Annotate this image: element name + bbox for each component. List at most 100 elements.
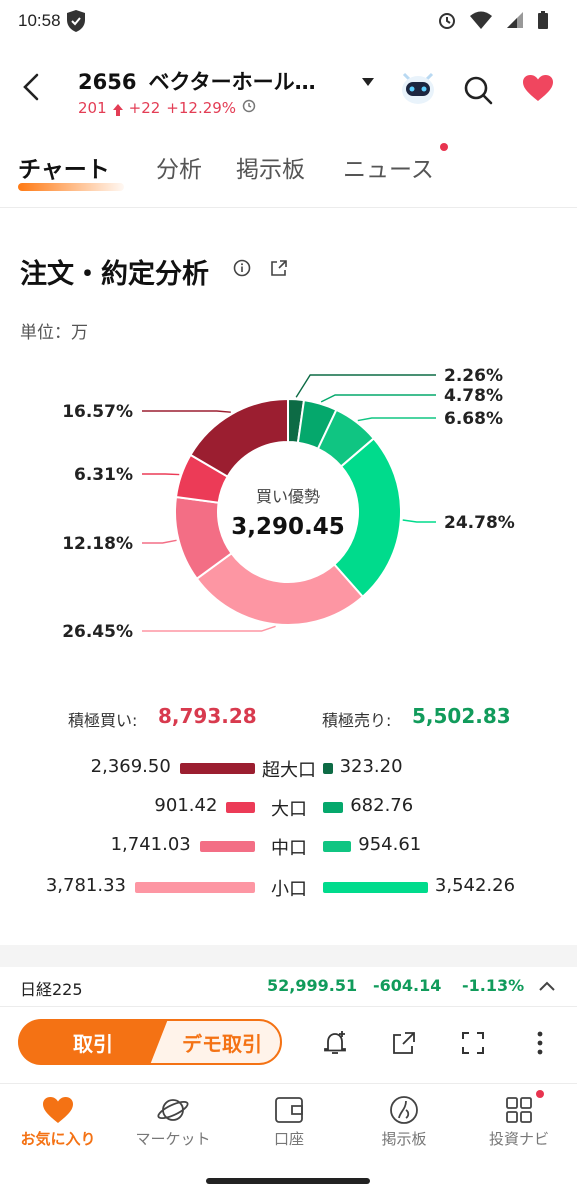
flow-row-medium: 1,741.03 中口 954.61 <box>0 832 577 859</box>
stock-header: 2656 ベクターホール… 201 +22 +12.29% <box>0 56 577 128</box>
flow-row-small: 3,781.33 小口 3,542.26 <box>0 873 577 900</box>
section-divider <box>0 945 577 967</box>
robot-assistant-icon[interactable] <box>398 64 438 112</box>
index-change-pct: -1.13% <box>462 976 525 995</box>
nav-label: 投資ナビ <box>488 1130 549 1148</box>
chevron-left-icon <box>23 73 39 101</box>
nav-market[interactable]: マーケット <box>123 1092 223 1149</box>
nav-account[interactable]: 口座 <box>239 1092 339 1149</box>
buy-amount: 901.42 <box>154 795 218 816</box>
tab-board[interactable]: 掲示板 <box>236 157 305 183</box>
slice-percent-label: 6.31% <box>74 465 133 485</box>
sell-bar <box>323 802 344 813</box>
share-icon[interactable] <box>270 259 288 281</box>
tab-bar: チャート 分析 掲示板 ニュース <box>0 143 577 208</box>
nav-board[interactable]: 掲示板 <box>354 1092 454 1149</box>
info-icon[interactable] <box>233 259 251 281</box>
heart-icon <box>8 1092 108 1128</box>
flow-row-super-large: 2,369.50 超大口 323.20 <box>0 754 577 781</box>
index-value: 52,999.51 <box>267 976 358 995</box>
donut-center-label: 買い優勢 <box>256 487 320 506</box>
active-sell-value: 5,502.83 <box>412 704 511 728</box>
nav-label: 掲示板 <box>381 1130 427 1148</box>
size-category: 大口 <box>271 799 307 820</box>
section-title: 注文・約定分析 <box>20 259 209 290</box>
active-sell-label: 積極売り: <box>322 711 392 730</box>
search-icon[interactable] <box>462 74 494 110</box>
leader-line <box>142 625 276 632</box>
price-change: +22 <box>128 99 161 117</box>
leader-line <box>402 519 436 523</box>
fullscreen-icon[interactable] <box>458 1028 488 1058</box>
alert-bell-add-icon[interactable] <box>320 1028 350 1058</box>
size-category: 中口 <box>271 838 307 859</box>
sell-bar <box>323 763 333 774</box>
demo-trade-button[interactable]: デモ取引 <box>140 1019 282 1065</box>
tab-news[interactable]: ニュース <box>343 157 434 183</box>
action-bar: デモ取引 取引 <box>0 1010 577 1084</box>
index-name: 日経225 <box>20 980 83 999</box>
index-change: -604.14 <box>373 976 442 995</box>
clock-icon <box>242 99 256 117</box>
flow-row-large: 901.42 大口 682.76 <box>0 793 577 820</box>
price-line: 201 +22 +12.29% <box>78 99 256 117</box>
buy-bar <box>226 802 255 813</box>
alarm-icon <box>437 10 457 34</box>
more-vertical-icon[interactable] <box>525 1028 555 1058</box>
donut-slice[interactable] <box>195 551 365 626</box>
stock-name: ベクターホール… <box>148 70 316 94</box>
bottom-navigation: お気に入り マーケット 口座 掲示板 投資ナビ <box>0 1086 577 1166</box>
nav-favorites[interactable]: お気に入り <box>8 1092 108 1149</box>
arrow-up-icon <box>112 102 123 116</box>
index-ticker[interactable]: 日経225 52,999.51 -604.14 -1.13% <box>0 967 577 1007</box>
nav-label: 口座 <box>273 1130 304 1148</box>
favorite-heart-icon[interactable] <box>522 74 554 106</box>
buy-amount: 1,741.03 <box>110 834 191 855</box>
signal-icon <box>505 10 525 34</box>
leader-line <box>142 410 231 413</box>
leader-line <box>295 374 436 398</box>
leader-line <box>142 539 177 544</box>
buy-bar <box>199 841 255 852</box>
stock-code: 2656 <box>78 70 137 94</box>
nav-label: お気に入り <box>20 1130 96 1148</box>
slice-percent-label: 24.78% <box>444 513 515 533</box>
slice-percent-label: 26.45% <box>62 622 133 642</box>
slice-percent-label: 16.57% <box>62 402 133 422</box>
sell-amount: 3,542.26 <box>434 875 516 896</box>
caret-down-icon[interactable] <box>362 72 374 91</box>
home-indicator[interactable] <box>206 1178 370 1184</box>
donut-chart: 2.26% 4.78% 6.68% 24.78% 26.45% 12.18% 6.31% 16… <box>0 350 577 660</box>
buy-amount: 2,369.50 <box>90 756 171 777</box>
tab-analysis[interactable]: 分析 <box>156 157 202 183</box>
notification-dot <box>536 1090 544 1098</box>
size-category: 小口 <box>271 879 307 900</box>
active-buy-label: 積極買い: <box>68 711 138 730</box>
slice-percent-label: 6.68% <box>444 409 503 429</box>
nav-investment-navi[interactable]: 投資ナビ <box>469 1092 569 1149</box>
buy-amount: 3,781.33 <box>45 875 126 896</box>
nav-label: マーケット <box>135 1130 211 1148</box>
stock-title[interactable]: 2656 ベクターホール… <box>78 66 316 96</box>
news-notification-dot <box>440 143 448 151</box>
sell-amount: 323.20 <box>339 756 403 777</box>
share-icon[interactable] <box>389 1028 419 1058</box>
buy-bar <box>179 763 255 774</box>
tab-chart[interactable]: チャート <box>18 157 110 183</box>
size-category: 超大口 <box>262 760 316 781</box>
chevron-up-icon[interactable] <box>538 977 556 996</box>
shield-icon <box>65 9 87 37</box>
price: 201 <box>78 99 107 117</box>
status-bar: 10:58 <box>0 0 577 44</box>
sell-amount: 682.76 <box>350 795 414 816</box>
back-button[interactable] <box>14 70 48 104</box>
active-buy-value: 8,793.28 <box>158 704 257 728</box>
trade-button[interactable]: 取引 <box>18 1019 168 1065</box>
sell-bar <box>323 841 352 852</box>
donut-slice[interactable] <box>189 397 289 478</box>
donut-center-value: 3,290.45 <box>231 514 345 540</box>
leader-line <box>320 394 436 403</box>
donut-chart-svg: 2.26%4.78% 6.68% 24.78% 26.45% 12.18% 6.31% 16… <box>62 366 515 642</box>
sell-amount: 954.61 <box>358 834 422 855</box>
leader-line <box>357 417 436 422</box>
